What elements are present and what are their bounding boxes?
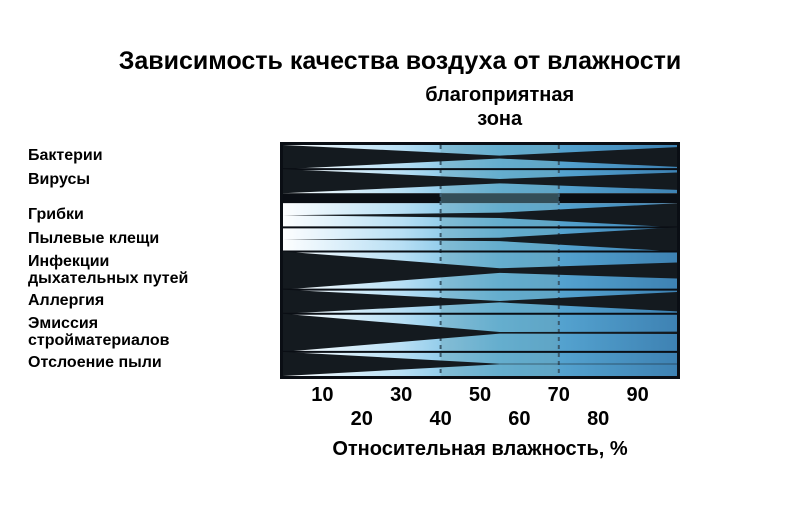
row-label: Бактерии bbox=[28, 148, 268, 165]
chart-title: Зависимость качества воздуха от влажност… bbox=[0, 47, 800, 76]
x-tick: 50 bbox=[460, 384, 500, 407]
row-label: Эмиссия стройматериалов bbox=[28, 316, 268, 350]
x-tick: 80 bbox=[578, 408, 618, 431]
x-tick: 10 bbox=[302, 384, 342, 407]
x-tick: 30 bbox=[381, 384, 421, 407]
x-tick: 90 bbox=[618, 384, 658, 407]
row-label: Грибки bbox=[28, 207, 268, 224]
chart-frame bbox=[280, 142, 680, 379]
row-label: Инфекции дыхательных путей bbox=[28, 254, 268, 288]
x-tick: 70 bbox=[539, 384, 579, 407]
chart-page: { "title": "Зависимость качества воздуха… bbox=[0, 0, 800, 531]
x-tick: 20 bbox=[342, 408, 382, 431]
favorable-zone-label-1: благоприятная bbox=[350, 84, 650, 107]
favorable-zone-label-2: зона bbox=[350, 108, 650, 131]
row-label: Пылевые клещи bbox=[28, 231, 268, 248]
row-label: Аллергия bbox=[28, 293, 268, 310]
x-axis-title: Относительная влажность, % bbox=[280, 438, 680, 461]
row-label: Вирусы bbox=[28, 172, 268, 189]
chart-svg bbox=[283, 145, 677, 376]
x-tick: 40 bbox=[421, 408, 461, 431]
x-tick: 60 bbox=[499, 408, 539, 431]
row-label: Отслоение пыли bbox=[28, 355, 268, 372]
